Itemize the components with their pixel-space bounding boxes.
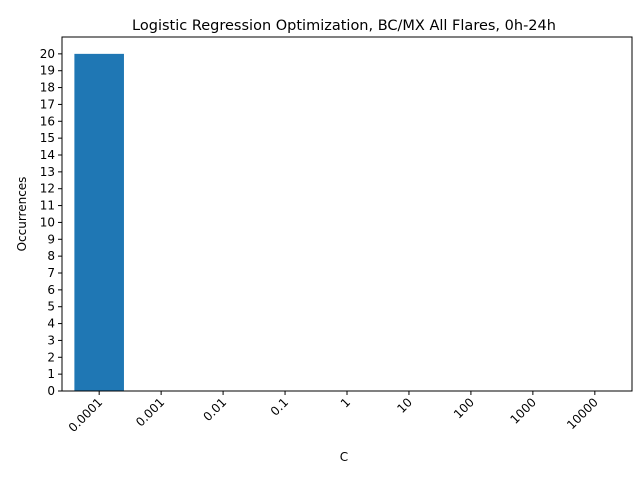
y-tick-label-13: 13 [40,165,55,179]
y-tick-label-18: 18 [40,81,55,95]
y-tick-label-0: 0 [47,384,55,398]
x-tick-label-10: 10 [394,395,415,416]
y-axis-label: Occurrences [15,177,29,252]
y-tick-label-6: 6 [47,283,55,297]
y-tick-label-11: 11 [40,199,55,213]
x-axis-label: C [340,450,348,464]
y-tick-label-2: 2 [47,350,55,364]
y-tick-label-4: 4 [47,317,55,331]
y-tick-label-8: 8 [47,249,55,263]
x-tick-label-1000: 1000 [507,395,538,426]
x-tick-label-0.0001: 0.0001 [66,395,106,435]
y-tick-label-16: 16 [40,114,55,128]
y-tick-label-12: 12 [40,182,55,196]
y-tick-label-9: 9 [47,232,55,246]
y-tick-label-19: 19 [40,64,55,78]
x-tick-label-10000: 10000 [564,395,601,432]
y-tick-label-17: 17 [40,97,55,111]
y-tick-label-1: 1 [47,367,55,381]
y-tick-label-7: 7 [47,266,55,280]
x-tick-label-0.001: 0.001 [133,395,167,429]
chart-title: Logistic Regression Optimization, BC/MX … [132,18,556,34]
y-tick-label-10: 10 [40,215,55,229]
y-tick-label-3: 3 [47,333,55,347]
y-tick-label-5: 5 [47,300,55,314]
y-tick-label-15: 15 [40,131,55,145]
y-tick-label-20: 20 [40,47,55,61]
x-tick-label-0.01: 0.01 [200,395,229,424]
axes-frame [61,36,633,392]
bar-0.0001 [74,53,124,392]
x-tick-label-100: 100 [451,395,477,421]
y-tick-label-14: 14 [40,148,55,162]
x-tick-label-0.1: 0.1 [268,395,291,418]
x-tick-label-1: 1 [338,395,353,410]
